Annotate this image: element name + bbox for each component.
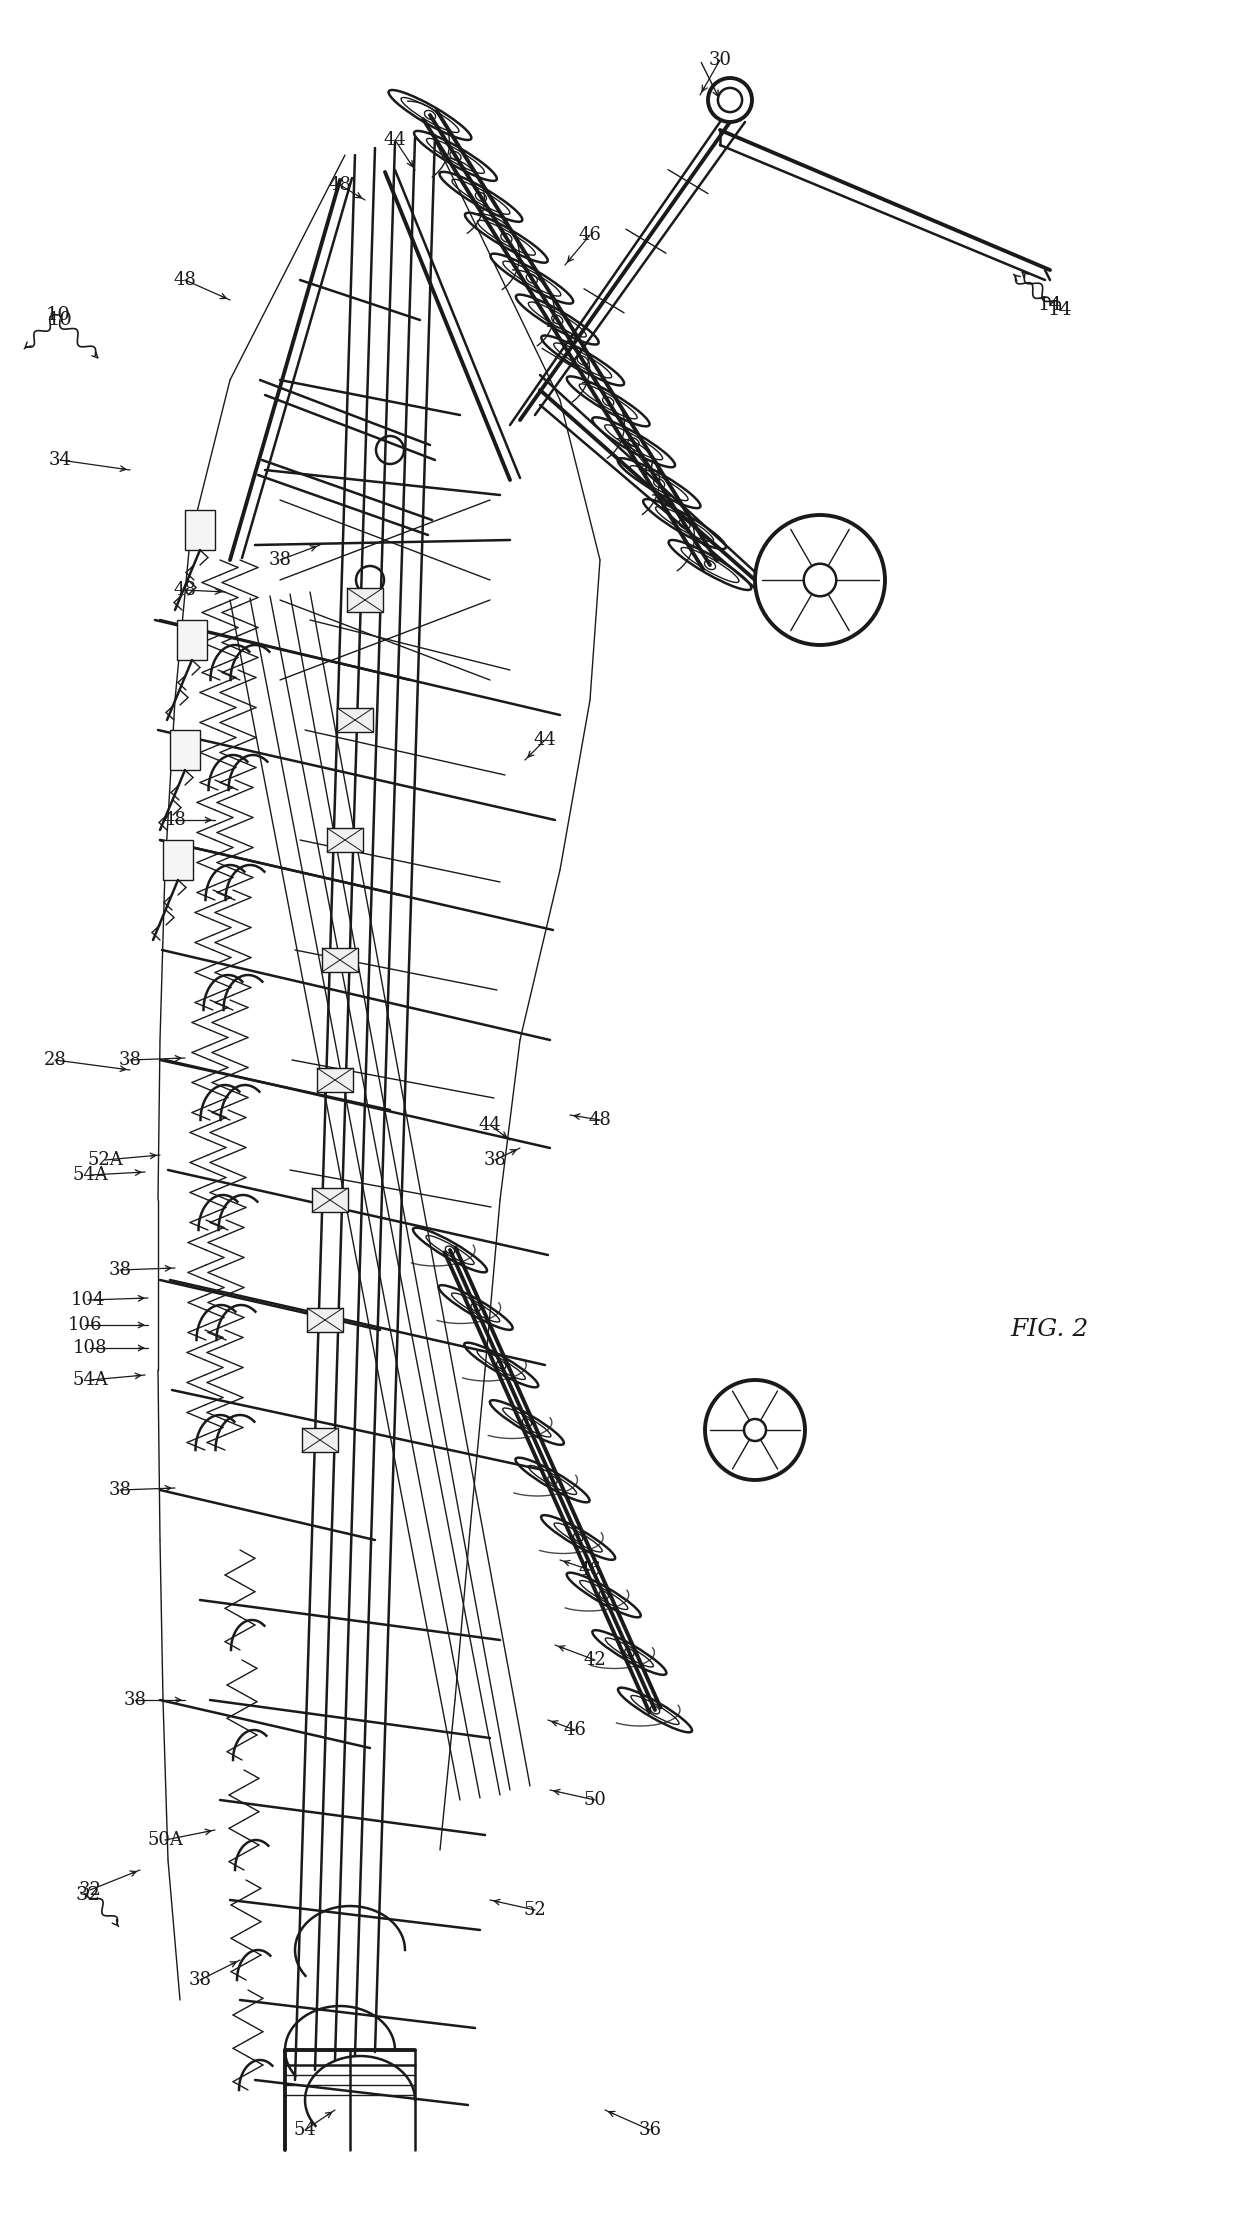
Text: 38: 38 xyxy=(109,1482,131,1499)
Text: 54A: 54A xyxy=(72,1371,108,1388)
Text: 54A: 54A xyxy=(72,1167,108,1184)
Bar xyxy=(170,730,200,770)
Text: 38: 38 xyxy=(269,550,291,570)
Text: 48: 48 xyxy=(589,1111,611,1129)
Text: 46: 46 xyxy=(579,1561,601,1579)
Text: 46: 46 xyxy=(579,226,601,244)
Text: 38: 38 xyxy=(188,1972,212,1990)
Text: 28: 28 xyxy=(43,1051,67,1069)
Bar xyxy=(327,827,363,852)
Bar xyxy=(308,1309,343,1333)
Bar xyxy=(337,708,373,732)
Text: 48: 48 xyxy=(174,581,196,599)
Text: 48: 48 xyxy=(329,175,351,193)
Bar xyxy=(317,1069,353,1091)
Text: 50: 50 xyxy=(584,1790,606,1810)
Text: 32: 32 xyxy=(78,1881,102,1899)
Text: 30: 30 xyxy=(708,51,732,69)
Text: 38: 38 xyxy=(119,1051,141,1069)
Text: 108: 108 xyxy=(73,1340,107,1357)
Text: 48: 48 xyxy=(164,812,186,830)
Text: 44: 44 xyxy=(533,732,557,750)
Text: 44: 44 xyxy=(479,1116,501,1133)
Bar xyxy=(162,841,193,881)
Text: 106: 106 xyxy=(68,1315,102,1333)
Text: 10: 10 xyxy=(46,306,71,324)
Text: 10: 10 xyxy=(47,311,72,328)
Text: 42: 42 xyxy=(584,1650,606,1668)
Text: 14: 14 xyxy=(1038,295,1063,315)
Text: 104: 104 xyxy=(71,1291,105,1309)
Text: 32: 32 xyxy=(76,1885,100,1903)
Text: 38: 38 xyxy=(109,1262,131,1280)
Text: 38: 38 xyxy=(124,1690,146,1710)
Text: 52A: 52A xyxy=(87,1151,123,1169)
Text: 40: 40 xyxy=(639,461,661,479)
Bar xyxy=(177,621,207,661)
Bar xyxy=(303,1428,339,1453)
Bar xyxy=(185,510,215,550)
Text: 34: 34 xyxy=(48,450,72,468)
Text: 50A: 50A xyxy=(148,1832,184,1850)
Text: 38: 38 xyxy=(484,1151,506,1169)
Text: 54: 54 xyxy=(294,2120,316,2138)
Text: 14: 14 xyxy=(1048,302,1073,319)
Bar xyxy=(312,1189,348,1211)
Text: FIG. 2: FIG. 2 xyxy=(1011,1317,1089,1342)
Bar xyxy=(347,588,383,612)
Text: 48: 48 xyxy=(174,271,196,288)
Bar xyxy=(322,947,358,971)
Text: 36: 36 xyxy=(639,2120,661,2138)
Text: 44: 44 xyxy=(383,131,407,149)
Text: 52: 52 xyxy=(523,1901,547,1919)
Text: 46: 46 xyxy=(563,1721,587,1739)
